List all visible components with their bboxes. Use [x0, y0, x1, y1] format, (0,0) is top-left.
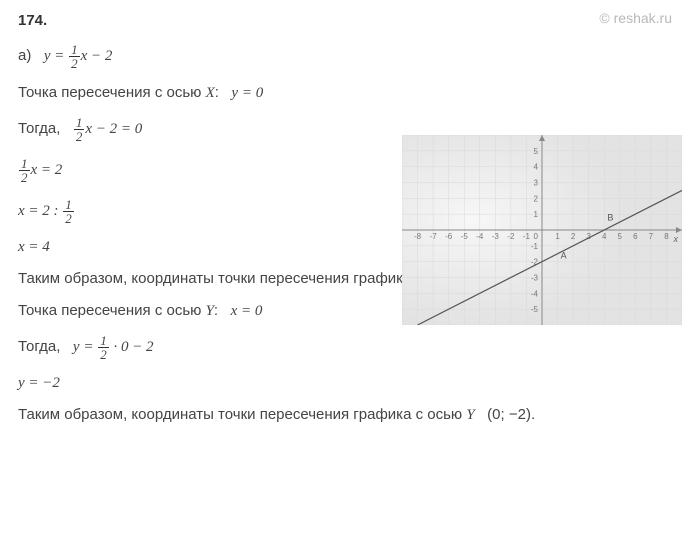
site-watermark: © reshak.ru [599, 10, 672, 26]
svg-text:-5: -5 [531, 305, 539, 314]
svg-text:-4: -4 [476, 232, 484, 241]
svg-text:4: 4 [602, 232, 607, 241]
svg-text:-1: -1 [523, 232, 531, 241]
svg-text:-8: -8 [414, 232, 422, 241]
svg-text:5: 5 [534, 147, 539, 156]
svg-text:7: 7 [649, 232, 654, 241]
svg-text:1: 1 [534, 210, 539, 219]
svg-text:A: A [561, 251, 567, 261]
x-intersection-label: Точка пересечения с осью X: y = 0 [18, 84, 682, 102]
svg-text:2: 2 [571, 232, 576, 241]
problem-number: 174. [18, 12, 682, 29]
svg-text:-2: -2 [507, 232, 515, 241]
svg-text:-6: -6 [445, 232, 453, 241]
svg-text:-4: -4 [531, 289, 539, 298]
svg-text:6: 6 [633, 232, 638, 241]
svg-text:-5: -5 [461, 232, 469, 241]
svg-text:8: 8 [664, 232, 669, 241]
part-a-equation: а) y = 12x − 2 [18, 43, 682, 70]
step-4: y = −2 [18, 375, 682, 392]
svg-text:1: 1 [555, 232, 560, 241]
equation-main: y = 12x − 2 [44, 48, 113, 64]
then-line-2: Тогда, y = 12 · 0 − 2 [18, 334, 682, 361]
svg-text:3: 3 [534, 179, 539, 188]
svg-text:-7: -7 [430, 232, 438, 241]
svg-text:5: 5 [618, 232, 623, 241]
line-graph: -8-7-6-5-4-3-2-112345678-5-4-3-2-1123450… [402, 135, 682, 325]
part-label: а) [18, 47, 31, 64]
svg-text:-3: -3 [531, 274, 539, 283]
y-conclusion: Таким образом, координаты точки пересече… [18, 406, 682, 424]
content: а) y = 12x − 2 Точка пересечения с осью … [18, 43, 682, 424]
svg-text:4: 4 [534, 163, 539, 172]
svg-text:2: 2 [534, 194, 539, 203]
svg-text:-3: -3 [492, 232, 500, 241]
svg-text:0: 0 [534, 232, 539, 241]
svg-text:B: B [607, 213, 613, 223]
svg-text:-1: -1 [531, 242, 539, 251]
svg-text:x: x [673, 234, 679, 244]
